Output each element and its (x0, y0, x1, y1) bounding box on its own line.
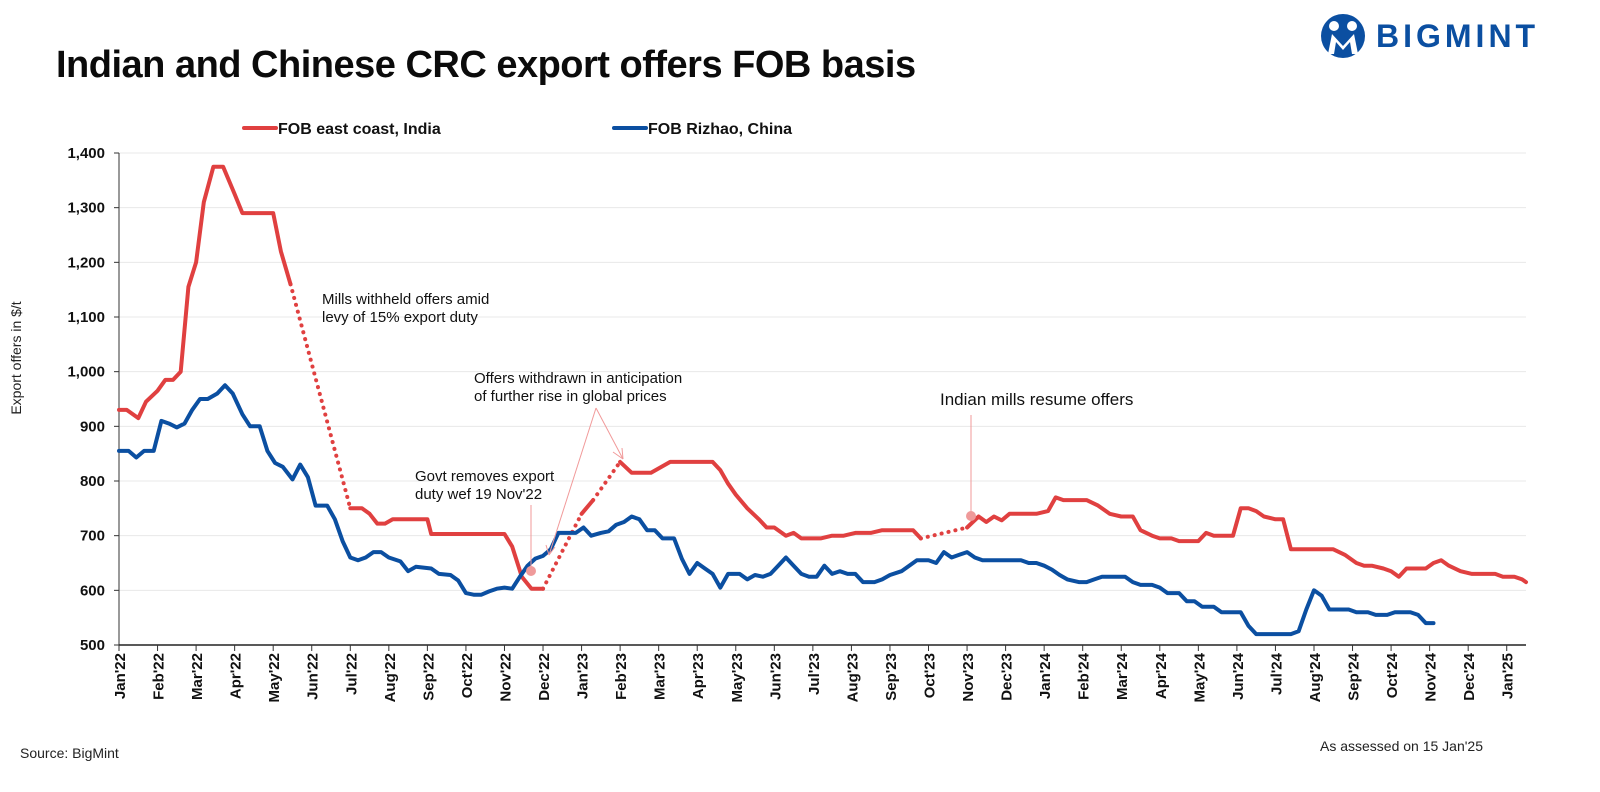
grid-lines (119, 152, 1526, 591)
china-series-line (117, 383, 1436, 637)
india-series-line (579, 498, 596, 516)
source-note: Source: BigMint (20, 745, 119, 761)
bigmint-logo: BIGMINT (1320, 8, 1539, 64)
india-series-line (591, 459, 623, 503)
chart-title: Indian and Chinese CRC export offers FOB… (56, 44, 916, 86)
annotation-text: Govt removes export (415, 468, 555, 485)
y-axis-title: Export offers in $/t (8, 301, 24, 414)
y-tick-label: 900 (80, 418, 105, 435)
bigmint-logo-text: BIGMINT (1376, 17, 1540, 54)
x-tick-label: Feb'22 (151, 653, 168, 700)
x-tick-label: Jun'24 (1230, 652, 1247, 700)
annotation-arrowhead (545, 544, 556, 556)
x-tick-label: Jul'23 (806, 653, 823, 695)
y-tick-label: 700 (80, 528, 105, 545)
annotation-arrow (595, 407, 624, 460)
x-tick-label: Aug'23 (844, 653, 861, 702)
x-tick-label: Oct'24 (1384, 652, 1401, 698)
x-tick-label: Jan'24 (1037, 652, 1054, 699)
annotation-arrowhead (612, 447, 624, 460)
x-tick-label: Dec'24 (1461, 652, 1478, 700)
y-tick-label: 1,100 (67, 309, 105, 326)
x-tick-label: Dec'22 (536, 653, 553, 701)
x-tick-label: Aug'22 (382, 653, 399, 702)
x-tick-label: Dec'23 (999, 653, 1016, 701)
india-series-line (348, 506, 545, 591)
x-tick-label: Nov'22 (497, 653, 514, 702)
x-tick-label: Sep'22 (420, 653, 437, 701)
y-tick-label: 500 (80, 637, 105, 654)
legend-label: FOB east coast, India (278, 121, 441, 138)
bigmint-logo-icon (1321, 14, 1365, 58)
india-series-line (117, 164, 293, 421)
x-tick-label: Jan'25 (1500, 653, 1517, 699)
india-series-line (541, 511, 584, 591)
x-tick-label: Jul'24 (1268, 652, 1285, 695)
y-tick-label: 800 (80, 473, 105, 490)
x-tick-label: Oct'22 (459, 653, 476, 698)
y-tick-label: 600 (80, 582, 105, 599)
assessed-note: As assessed on 15 Jan'25 (1320, 738, 1484, 754)
x-tick-label: May'22 (266, 653, 283, 702)
x-tick-label: Aug'24 (1307, 652, 1324, 702)
legend-label: FOB Rizhao, China (648, 121, 792, 138)
y-tick-label: 1,000 (67, 364, 105, 381)
annotation-text: duty wef 19 Nov'22 (415, 486, 542, 503)
x-tick-label: Mar'23 (652, 653, 669, 700)
india-series-line (288, 282, 353, 511)
x-tick-label: Sep'23 (883, 653, 900, 701)
series-lines (117, 164, 1528, 637)
annotation-arrow (548, 407, 597, 556)
x-tick-label: Feb'24 (1076, 652, 1093, 700)
annotation-dot (966, 511, 976, 521)
x-tick-label: Jan'22 (112, 653, 129, 699)
x-tick-label: Apr'23 (690, 653, 707, 699)
annotation-text: Mills withheld offers amid (322, 291, 489, 308)
y-tick-label: 1,300 (67, 200, 105, 217)
india-series-line (965, 495, 1528, 585)
x-tick-label: Nov'23 (960, 653, 977, 702)
x-tick-label: Oct'23 (922, 653, 939, 698)
y-tick-label: 1,400 (67, 145, 105, 162)
x-tick-label: Apr'22 (228, 653, 245, 699)
india-series-line (918, 525, 970, 541)
annotation-text: levy of 15% export duty (322, 309, 478, 326)
x-tick-label: Jun'23 (767, 653, 784, 700)
legend: FOB east coast, India FOB Rizhao, China (242, 121, 792, 138)
x-tick-label: Jul'22 (343, 653, 360, 695)
x-tick-label: May'23 (729, 653, 746, 702)
y-tick-label: 1,200 (67, 254, 105, 271)
x-tick-label: Jan'23 (575, 653, 592, 699)
x-tick-label: Apr'24 (1153, 652, 1170, 699)
annotation-text: of further rise in global prices (474, 388, 667, 405)
x-tick-label: May'24 (1191, 652, 1208, 702)
annotation-text: Indian mills resume offers (940, 390, 1133, 409)
x-tick-label: Mar'22 (189, 653, 206, 700)
x-tick-label: Feb'23 (613, 653, 630, 700)
x-tick-label: Nov'24 (1423, 652, 1440, 701)
x-tick-label: Jun'22 (305, 653, 322, 700)
axes: 500 600 700 800 900 1,000 1,100 1,200 1,300 1,400… (8, 145, 1526, 702)
annotation-dot (526, 566, 536, 576)
x-tick-label: Mar'24 (1114, 652, 1131, 700)
annotation-text: Offers withdrawn in anticipation (474, 370, 682, 387)
x-tick-label: Sep'24 (1346, 652, 1363, 700)
india-series-line (618, 459, 923, 541)
